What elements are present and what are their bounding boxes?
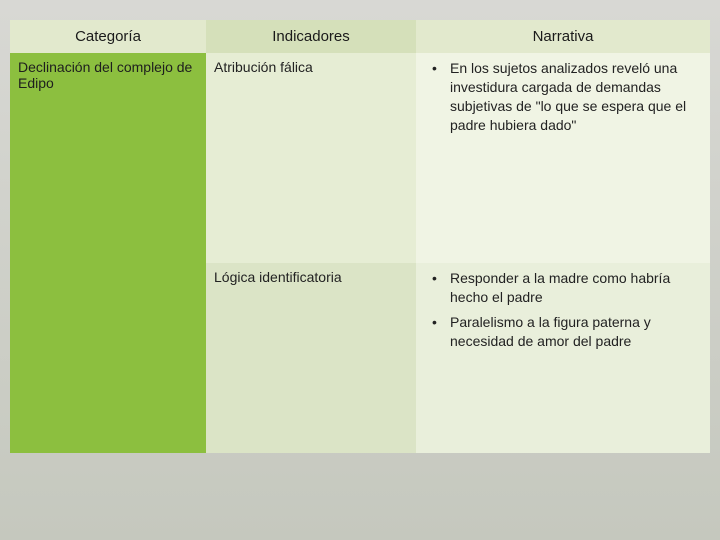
cell-narrativa: Responder a la madre como habría hecho e… bbox=[416, 263, 710, 453]
cell-narrativa: En los sujetos analizados reveló una inv… bbox=[416, 53, 710, 263]
slide-container: Categoría Indicadores Narrativa Declinac… bbox=[10, 20, 710, 520]
cell-indicador: Lógica identificatoria bbox=[206, 263, 416, 453]
header-categoria: Categoría bbox=[10, 20, 206, 53]
narrativa-item: Paralelismo a la figura paterna y necesi… bbox=[428, 313, 702, 351]
narrativa-item: En los sujetos analizados reveló una inv… bbox=[428, 59, 702, 135]
narrativa-list: Responder a la madre como habría hecho e… bbox=[424, 269, 702, 351]
narrativa-list: En los sujetos analizados reveló una inv… bbox=[424, 59, 702, 135]
table-header-row: Categoría Indicadores Narrativa bbox=[10, 20, 710, 53]
narrativa-item: Responder a la madre como habría hecho e… bbox=[428, 269, 702, 307]
header-narrativa: Narrativa bbox=[416, 20, 710, 53]
header-indicadores: Indicadores bbox=[206, 20, 416, 53]
table-row: Declinación del complejo de Edipo Atribu… bbox=[10, 53, 710, 263]
cell-indicador: Atribución fálica bbox=[206, 53, 416, 263]
categories-table: Categoría Indicadores Narrativa Declinac… bbox=[10, 20, 710, 453]
cell-categoria: Declinación del complejo de Edipo bbox=[10, 53, 206, 453]
